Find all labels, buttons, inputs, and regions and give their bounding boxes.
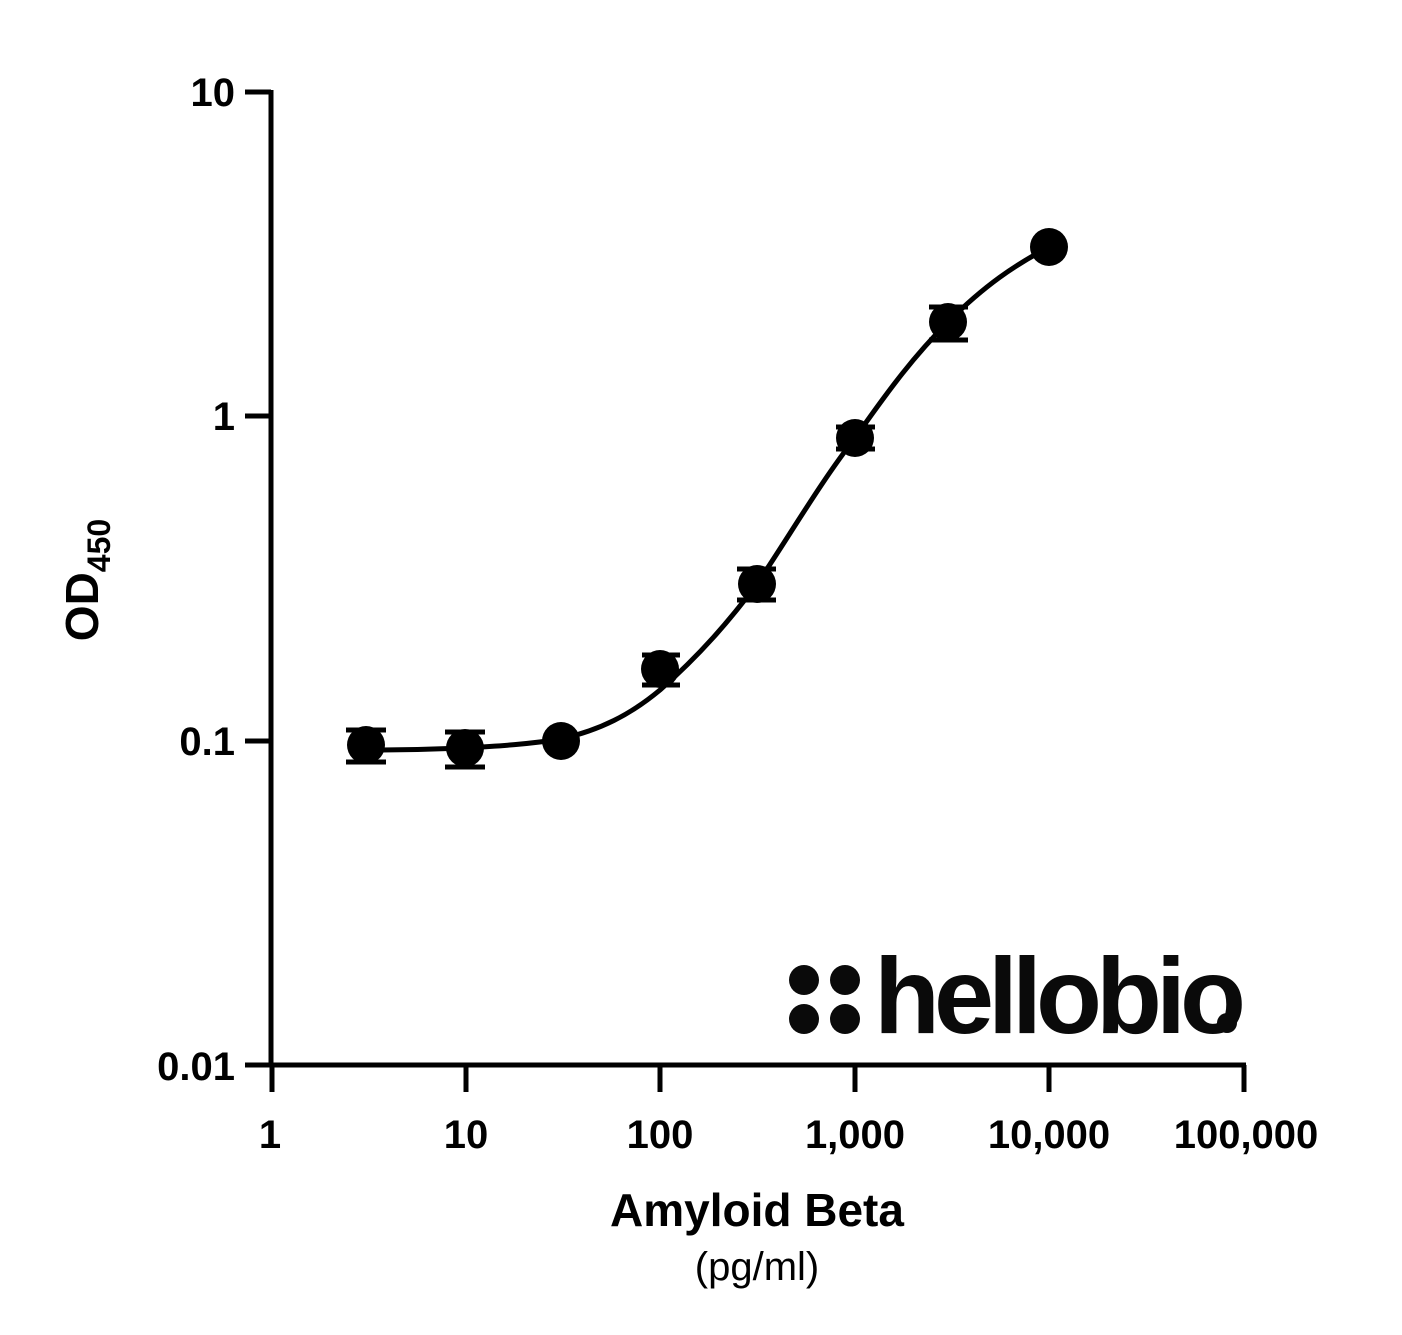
- data-point: [929, 303, 968, 343]
- logo-dots-icon: [789, 965, 860, 1034]
- x-tick-label: 1,000: [805, 1113, 905, 1157]
- logo-dot: [1217, 1013, 1237, 1033]
- y-tick-label: 1: [213, 395, 235, 439]
- x-tick-label: 1: [259, 1113, 281, 1157]
- x-axis-title: Amyloid Beta: [610, 1184, 904, 1236]
- y-tick-labels: 10 1 0.1 0.01: [157, 71, 235, 1089]
- data-point: [542, 722, 580, 760]
- data-point: [836, 419, 875, 457]
- logo-text: hellobio: [874, 935, 1242, 1056]
- data-point: [346, 726, 386, 765]
- y-axis-title: OD450: [56, 519, 117, 641]
- data-point: [737, 565, 776, 603]
- data-point: [641, 650, 680, 688]
- x-tick-label: 100,000: [1174, 1113, 1319, 1157]
- x-axis: [269, 1062, 1247, 1092]
- x-tick-label: 100: [627, 1113, 694, 1157]
- data-points: [346, 228, 1068, 770]
- svg-text:OD450: OD450: [56, 519, 117, 641]
- hellobio-logo: hellobio: [789, 935, 1248, 1056]
- data-point: [1030, 228, 1068, 266]
- x-tick-label: 10,000: [988, 1113, 1110, 1157]
- x-axis-unit: (pg/ml): [695, 1245, 819, 1289]
- x-tick-label: 10: [444, 1113, 489, 1157]
- y-axis-title-sub: 450: [81, 519, 117, 572]
- y-tick-label: 0.01: [157, 1045, 235, 1089]
- y-axis-title-main: OD: [56, 572, 108, 641]
- data-point: [445, 729, 485, 770]
- y-tick-label: 10: [191, 71, 236, 115]
- y-axis: [245, 89, 274, 1068]
- x-tick-labels: 1 10 100 1,000 10,000 100,000: [259, 1113, 1318, 1157]
- y-tick-label: 0.1: [179, 720, 235, 764]
